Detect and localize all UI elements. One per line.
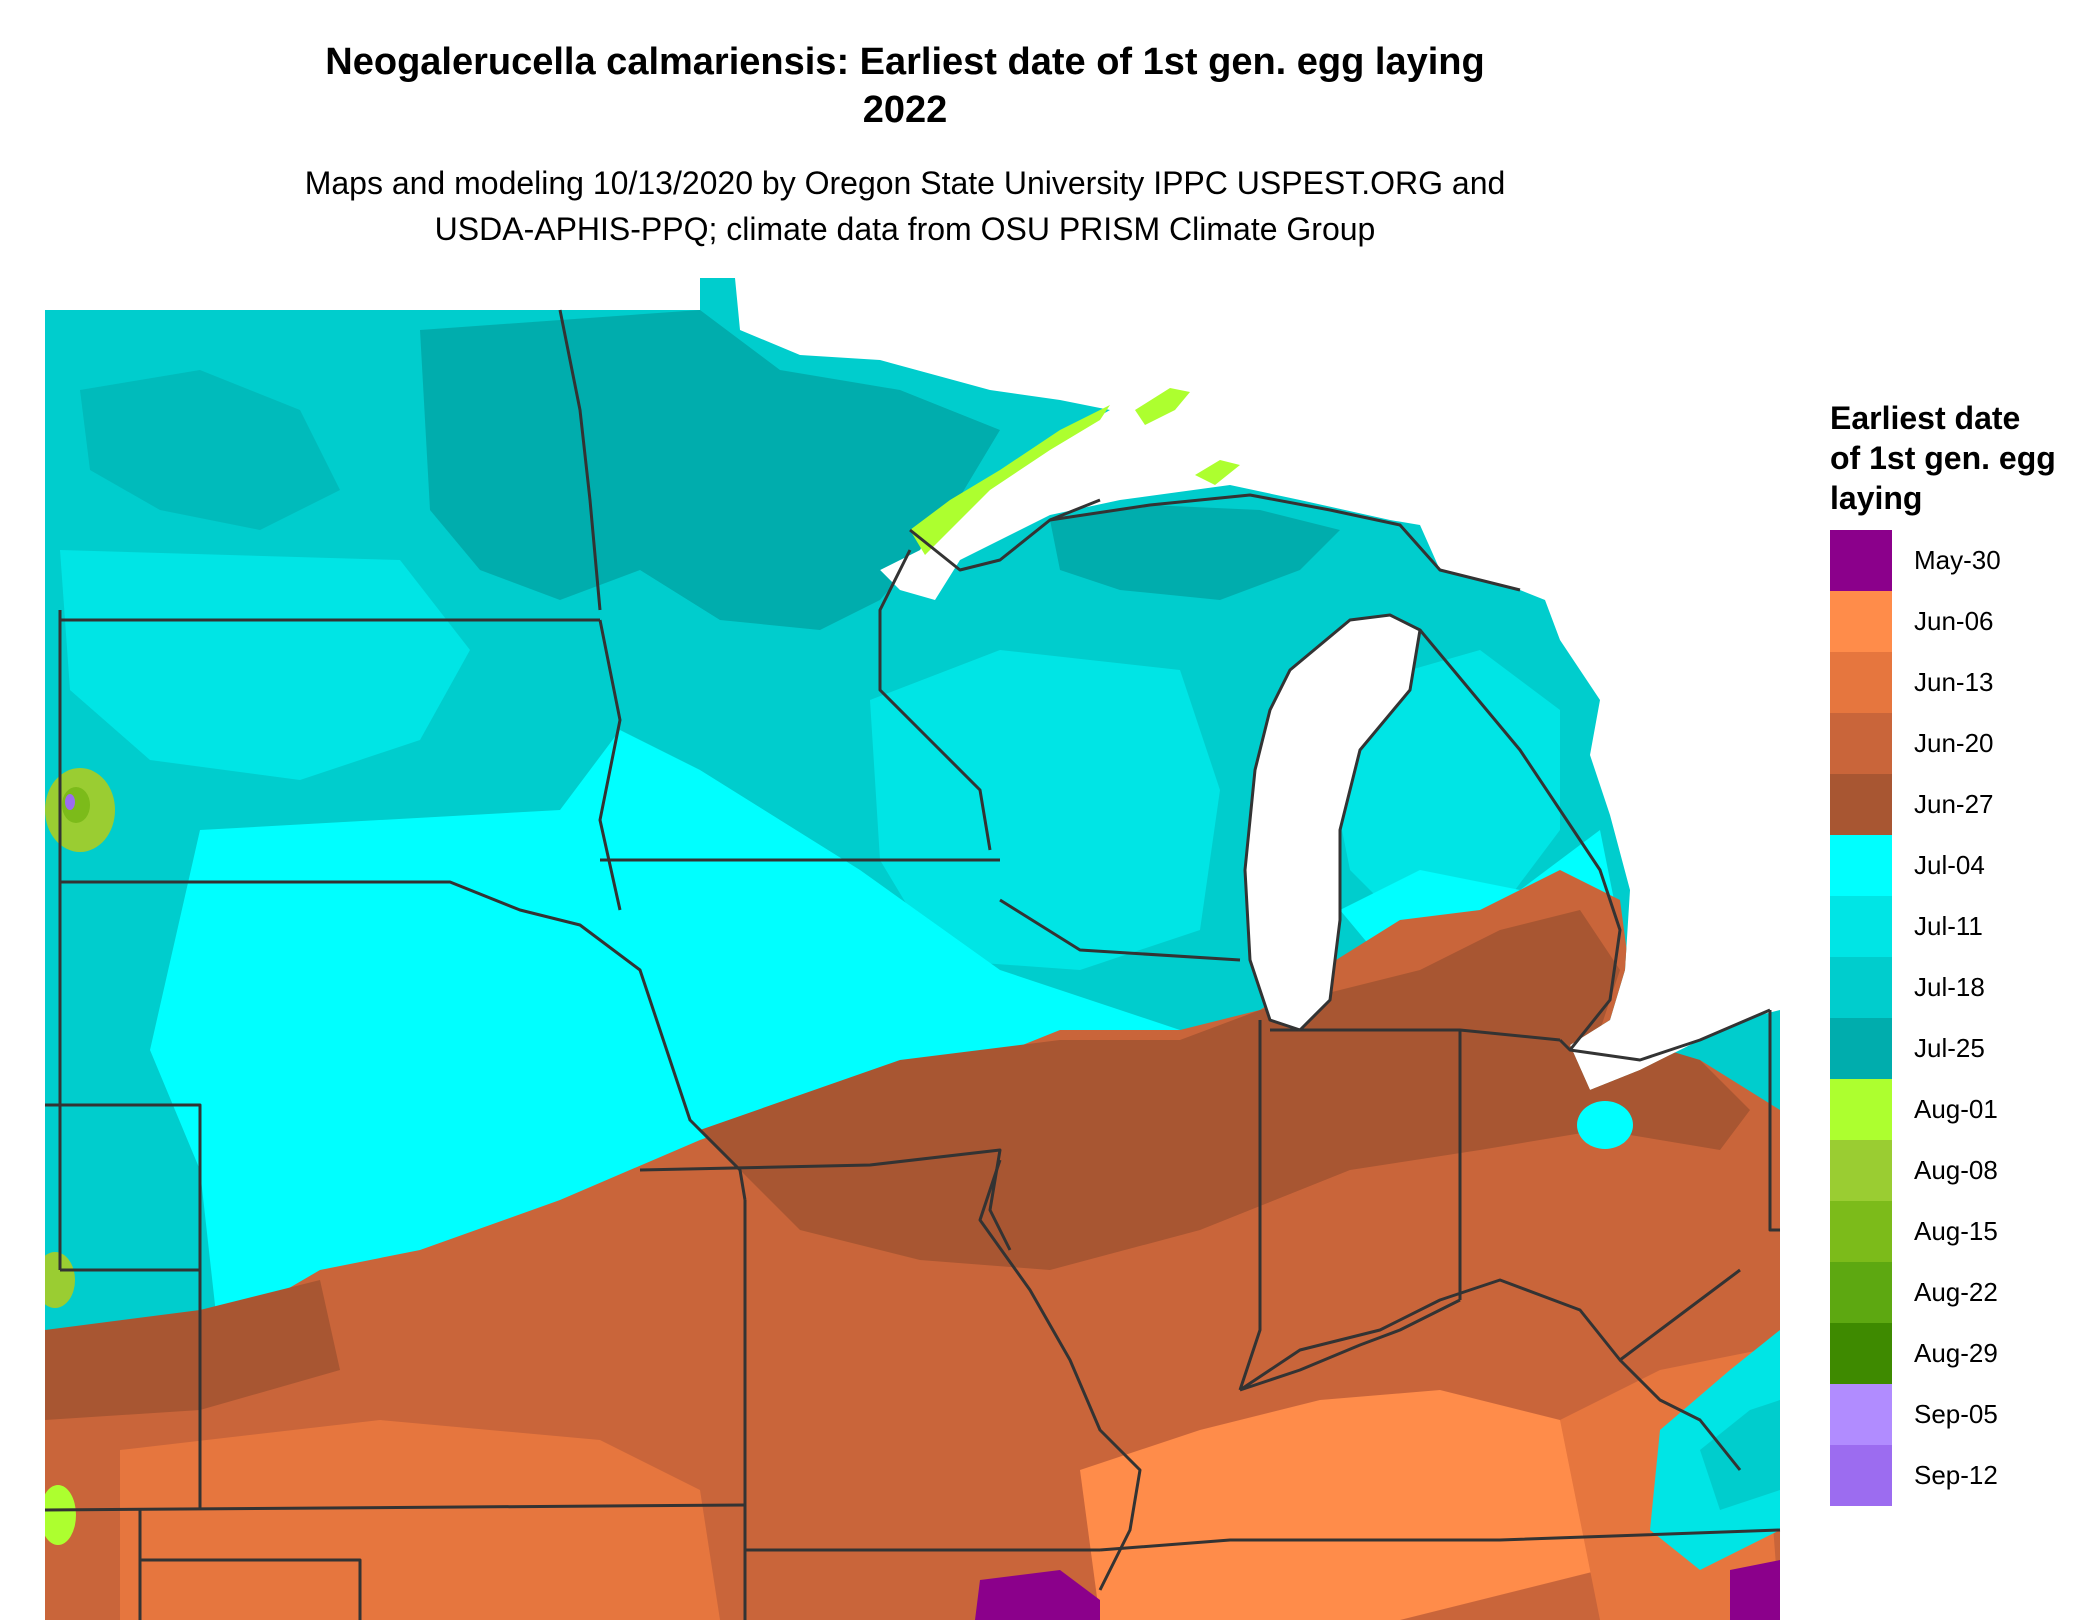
field-jul-11-michigan xyxy=(1330,650,1560,930)
title-line-1: Neogalerucella calmariensis: Earliest da… xyxy=(325,41,1485,83)
shore-lake-michigan xyxy=(1243,613,1422,1032)
shore-lower-michigan xyxy=(1418,629,1622,1052)
keweenaw-shore xyxy=(1195,460,1240,485)
legend-swatch xyxy=(1830,957,1892,1018)
legend-label: Sep-12 xyxy=(1914,1460,1998,1490)
border-ky-tn xyxy=(1099,1528,1781,1552)
legend-swatch xyxy=(1830,1140,1892,1201)
border-ok-tx xyxy=(140,1558,362,1620)
border-nd-mn xyxy=(558,309,602,611)
map-title: Neogalerucella calmariensis: Earliest da… xyxy=(0,38,1810,134)
legend-title: Earliest date of 1st gen. egg laying xyxy=(1830,398,2090,518)
legend-label: Jun-27 xyxy=(1914,789,1994,819)
field-jul-25-northwest xyxy=(80,370,340,530)
legend-title-line-1: Earliest date xyxy=(1830,400,2021,436)
border-in-ky xyxy=(1239,1298,1461,1392)
shore-upper-peninsula xyxy=(1049,493,1521,592)
field-jun-06-southeast xyxy=(1080,1390,1620,1620)
field-may-30-southeast xyxy=(1730,1560,1780,1620)
border-ne-ks xyxy=(60,880,747,1201)
field-may-30-south xyxy=(975,1570,1100,1620)
legend-label: Sep-05 xyxy=(1914,1399,1998,1429)
field-aug-01-western-patch xyxy=(45,1485,76,1545)
legend-label: Jun-06 xyxy=(1914,606,1994,636)
legend-swatch xyxy=(1830,1018,1892,1079)
legend-label: May-30 xyxy=(1914,545,2001,575)
border-mo-river xyxy=(978,1159,1142,1591)
field-jul-25-north xyxy=(420,310,1000,630)
legend-label: Aug-29 xyxy=(1914,1338,1998,1368)
legend-swatch xyxy=(1830,591,1892,652)
legend-swatch xyxy=(1830,530,1892,591)
legend-title-line-2: of 1st gen. egg xyxy=(1830,440,2056,476)
field-jun-27-west xyxy=(45,1280,340,1420)
field-jul-11-north-dakota xyxy=(60,550,470,780)
field-jul-04-central xyxy=(150,730,1200,1350)
field-jul-18-appalachian xyxy=(1700,1400,1780,1510)
legend-swatch xyxy=(1830,1384,1892,1445)
border-il-in xyxy=(1238,1020,1262,1391)
legend-label: Aug-22 xyxy=(1914,1277,1998,1307)
shore-lake-erie xyxy=(1569,1008,1771,1062)
border-wy-co xyxy=(45,1103,202,1210)
field-jul-11-wisconsin xyxy=(870,650,1220,970)
legend-swatch xyxy=(1830,1262,1892,1323)
border-sd-ia xyxy=(598,619,622,911)
shore-lake-superior-south xyxy=(909,498,1101,572)
lake-michigan xyxy=(1245,615,1420,1030)
legend-swatch xyxy=(1830,774,1892,835)
legend-swatch xyxy=(1830,1201,1892,1262)
legend-swatch xyxy=(1830,835,1892,896)
legend-label: Jul-11 xyxy=(1914,911,1983,941)
title-line-2: 2022 xyxy=(862,89,948,131)
legend-label: Aug-15 xyxy=(1914,1216,1998,1246)
legend-swatch xyxy=(1830,896,1892,957)
map-area xyxy=(44,278,1781,1620)
subtitle-line-1: Maps and modeling 10/13/2020 by Oregon S… xyxy=(304,165,1506,201)
border-ia-mo xyxy=(639,1148,1012,1251)
legend-swatch xyxy=(1830,652,1892,713)
field-jul-04-ohio-spot xyxy=(1577,1101,1633,1149)
legend-label: Aug-08 xyxy=(1914,1155,1998,1185)
subtitle-line-2: USDA-APHIS-PPQ; climate data from OSU PR… xyxy=(434,211,1376,247)
legend-label: Jul-25 xyxy=(1914,1033,1985,1063)
border-wi-il xyxy=(999,898,1241,962)
legend-swatch xyxy=(1830,713,1892,774)
field-jul-25-upper-michigan xyxy=(1050,505,1340,600)
state-borders xyxy=(44,309,1781,1620)
legend-label: Jun-13 xyxy=(1914,667,1994,697)
isle-royale xyxy=(1135,388,1190,425)
border-mn-wi xyxy=(878,549,992,851)
legend-title-line-3: laying xyxy=(1830,480,1923,516)
legend-swatch xyxy=(1830,1079,1892,1140)
field-jun-27-belt xyxy=(700,910,1750,1270)
border-mi-in xyxy=(1270,1028,1561,1042)
map-subtitle: Maps and modeling 10/13/2020 by Oregon S… xyxy=(0,160,1810,252)
border-oh-pa xyxy=(1768,1010,1780,1232)
field-aug-15-western-patch xyxy=(45,1252,75,1308)
map-color-fields xyxy=(45,278,1780,1620)
legend-swatch xyxy=(1830,1323,1892,1384)
legend-label: Aug-01 xyxy=(1914,1094,1998,1124)
border-ky-wv xyxy=(1618,1358,1742,1471)
field-jun-13-southwest xyxy=(120,1420,720,1620)
legend-label: Jun-20 xyxy=(1914,728,1994,758)
field-sep-12-black-hills-peak xyxy=(65,794,75,810)
legend-swatch xyxy=(1830,1445,1892,1506)
lake-superior-shore-band xyxy=(910,405,1110,555)
border-ohio-river xyxy=(1239,1268,1741,1392)
legend-label: Jul-18 xyxy=(1914,972,1985,1002)
border-ks-ok xyxy=(44,1503,746,1512)
legend-label: Jul-04 xyxy=(1914,850,1985,880)
